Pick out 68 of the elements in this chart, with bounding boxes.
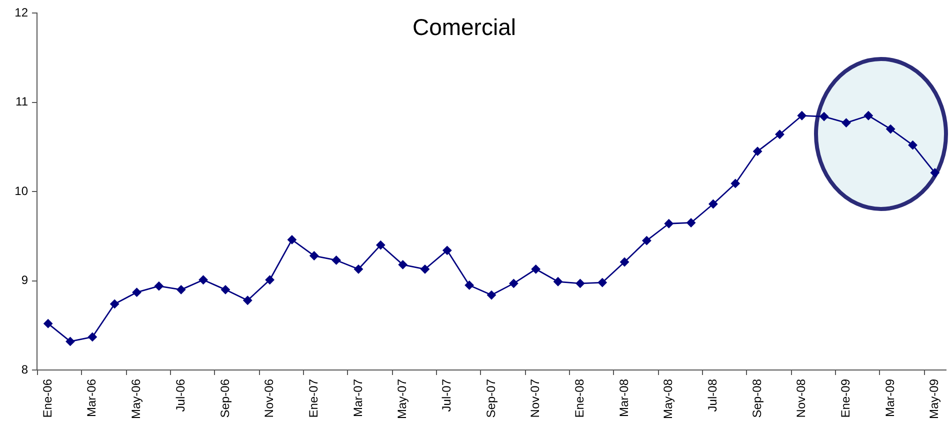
point (775, 130, 784, 139)
point (576, 278, 585, 288)
point (332, 256, 341, 265)
point (398, 260, 408, 270)
y-tick-label: 12 (14, 5, 28, 20)
point (44, 319, 53, 328)
point (310, 251, 319, 260)
point (842, 118, 851, 128)
point (886, 124, 896, 134)
x-tick-label: Nov-07 (528, 378, 542, 418)
y-tick-label: 8 (21, 362, 28, 376)
point (554, 277, 563, 286)
point (730, 178, 740, 188)
point (708, 199, 718, 208)
x-tick-label: Mar-08 (616, 378, 631, 418)
point (265, 275, 274, 284)
point (287, 235, 296, 244)
x-tick-label: Ene-07 (306, 378, 320, 418)
x-tick-label: May-07 (395, 378, 410, 420)
point (664, 219, 674, 228)
x-tick-label: Ene-06 (40, 378, 54, 418)
x-tick-label: Mar-07 (350, 378, 365, 418)
point (88, 332, 97, 342)
point (176, 285, 186, 294)
point (908, 140, 918, 150)
point (531, 264, 540, 274)
x-tick-label: May-09 (927, 378, 942, 420)
x-tick-label: Sep-07 (484, 378, 498, 418)
point (509, 278, 518, 288)
point (642, 236, 652, 246)
point (243, 296, 252, 305)
point (420, 264, 430, 274)
x-tick-label: Ene-09 (838, 378, 853, 418)
x-tick-label: Mar-09 (882, 378, 897, 418)
point (753, 146, 762, 156)
y-tick-label: 10 (14, 184, 28, 198)
x-tick-label: Jul-08 (706, 378, 720, 412)
point (132, 288, 142, 297)
point (154, 282, 164, 291)
point (376, 240, 386, 250)
point (110, 299, 120, 308)
x-tick-label: Nov-08 (794, 378, 808, 418)
point (620, 258, 630, 267)
x-tick-label: Sep-06 (218, 378, 232, 418)
point (487, 290, 496, 300)
x-tick-label: Nov-06 (262, 378, 276, 418)
point (354, 264, 363, 274)
x-tick-label: Sep-08 (750, 378, 764, 418)
point (820, 112, 829, 122)
x-tick-label: May-06 (129, 378, 144, 420)
point (930, 168, 940, 178)
point (864, 111, 873, 120)
point (464, 280, 474, 290)
point (66, 336, 75, 346)
x-tick-label: Ene-08 (572, 378, 586, 418)
point (686, 218, 696, 228)
point (598, 278, 607, 288)
point (220, 285, 230, 294)
x-tick-label: Jul-06 (173, 378, 188, 412)
point (442, 246, 452, 255)
y-tick-label: 9 (21, 273, 28, 288)
x-tick-label: Mar-06 (84, 378, 99, 418)
chart-title: Comercial (412, 14, 516, 41)
x-tick-label: May-08 (661, 378, 676, 420)
y-tick-label: 11 (16, 94, 28, 109)
x-tick-label: Jul-07 (439, 378, 454, 412)
point (198, 275, 208, 284)
point (797, 111, 806, 120)
